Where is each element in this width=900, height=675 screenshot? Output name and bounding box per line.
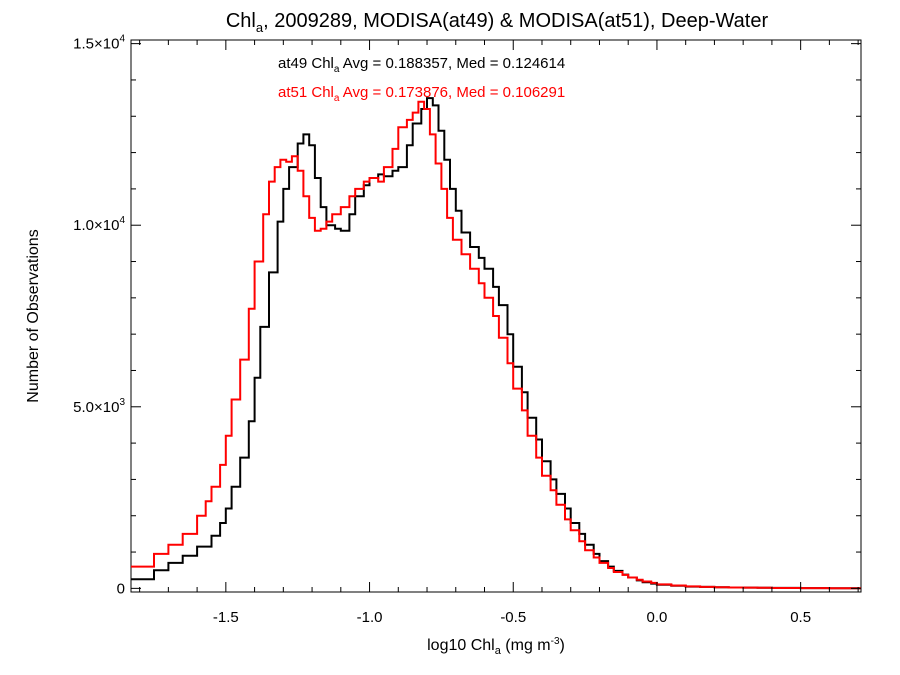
series-at51-line	[131, 100, 861, 590]
stat-at49: at49 Chla Avg = 0.188357, Med = 0.124614	[278, 55, 565, 75]
x-tick-label: 0.5	[790, 609, 811, 626]
x-axis: -1.5 -1.0 -0.5 0.0 0.5	[139, 40, 859, 626]
x-tick-label: -0.5	[500, 609, 526, 626]
chart-title: Chla, 2009289, MODISA(at49) & MODISA(at5…	[226, 10, 769, 35]
x-tick-label: -1.0	[357, 609, 383, 626]
y-tick-label: 0	[117, 580, 125, 597]
x-tick-label: 0.0	[647, 609, 668, 626]
x-axis-label: log10 Chla (mg m-3)	[427, 636, 565, 657]
y-tick-label: 1.0×104	[73, 215, 125, 234]
y-axis-label: Number of Observations	[25, 229, 42, 402]
y-axis: 0 5.0×103 1.0×104 1.5×104	[73, 34, 861, 597]
plot-frame	[130, 39, 862, 593]
stat-at51: at51 Chla Avg = 0.173876, Med = 0.106291	[278, 84, 565, 104]
y-tick-label: 1.5×104	[73, 34, 125, 53]
x-tick-label: -1.5	[213, 609, 239, 626]
series-group	[131, 97, 861, 590]
series-at49-line	[131, 97, 861, 590]
y-tick-label: 5.0×103	[73, 397, 125, 416]
